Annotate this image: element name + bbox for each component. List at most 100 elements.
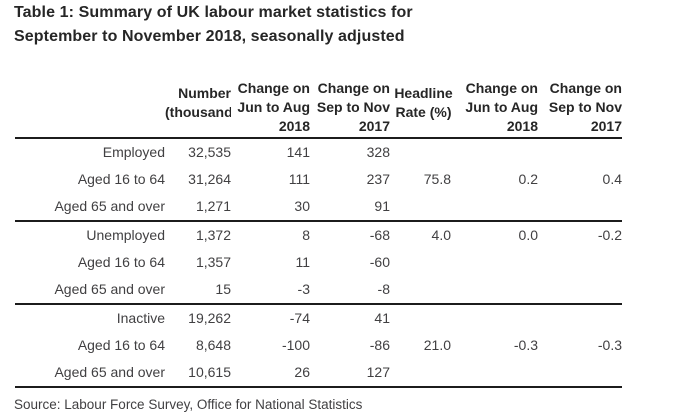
col-header-change-sep-nov-2017-rate: Change on Sep to Nov 2017 — [538, 68, 622, 139]
cell-value: 21.0 — [423, 337, 451, 353]
cell-value: 32,535 — [188, 144, 231, 160]
cell-value: -86 — [369, 337, 390, 353]
cell-value — [390, 193, 457, 222]
cell-value: -0.2 — [597, 227, 622, 243]
table-title-line1: Table 1: Summary of UK labour market sta… — [14, 4, 413, 21]
cell-value — [390, 138, 457, 166]
cell-value — [457, 138, 538, 166]
table-row: Inactive 19,262 -74 41 — [15, 304, 622, 332]
col-header-number-thousands: Number (thousands) — [165, 68, 231, 139]
cell-value: 10,615 — [165, 359, 231, 388]
table-row: Employed 32,535 141 328 — [15, 138, 622, 166]
header-line: Jun to Aug — [465, 99, 538, 115]
cell-value: -0.3 — [513, 337, 538, 353]
cell-value — [538, 193, 622, 222]
cell-value: 0.0 — [518, 227, 538, 243]
cell-value: 111 — [288, 171, 310, 187]
cell-value: 41 — [374, 310, 390, 326]
row-label: Aged 16 to 64 — [77, 337, 165, 353]
header-line: Headline — [394, 85, 453, 101]
cell-value: 8,648 — [195, 337, 231, 353]
cell-value: -0.3 — [597, 337, 622, 353]
table-row: Aged 16 to 64 1,357 11 -60 — [15, 249, 622, 276]
table-row: Aged 65 and over 10,615 26 127 — [15, 359, 622, 388]
table-row: Unemployed 1,372 8 -68 4.0 0.0 -0.2 — [15, 221, 622, 249]
cell-value — [390, 276, 457, 305]
header-line: Change on — [465, 80, 538, 96]
header-row: Number (thousands) Change on Jun to Aug … — [15, 68, 622, 139]
table-row: Aged 65 and over 1,271 30 91 — [15, 193, 622, 222]
row-label: Aged 16 to 64 — [77, 171, 165, 187]
col-header-headline-rate: Headline Rate (%) — [390, 68, 457, 139]
cell-value: -60 — [369, 254, 390, 270]
col-header-rowlabels — [15, 68, 165, 139]
cell-value: -74 — [289, 310, 310, 326]
header-line: Change on — [317, 80, 390, 96]
cell-value — [538, 249, 622, 276]
table-row: Aged 16 to 64 31,264 111 237 75.8 0.2 0.… — [15, 166, 622, 193]
section-employed: Employed 32,535 141 328 Aged 16 to 64 31… — [15, 138, 622, 222]
col-header-change-jun-aug-2018-thousands: Change on Jun to Aug 2018 — [231, 68, 310, 139]
cell-value: 30 — [231, 193, 310, 222]
cell-value — [538, 304, 622, 332]
cell-value — [457, 304, 538, 332]
cell-value: 11 — [295, 254, 310, 270]
header-line: 2018 — [278, 118, 310, 134]
cell-value: 75.8 — [423, 171, 451, 187]
cell-value: 127 — [310, 359, 390, 388]
cell-value — [538, 359, 622, 388]
table-row: Aged 16 to 64 8,648 -100 -86 21.0 -0.3 -… — [15, 332, 622, 359]
header-line: Number — [178, 85, 231, 101]
cell-value — [457, 359, 538, 388]
cell-value: 0.2 — [518, 171, 538, 187]
cell-value — [457, 276, 538, 305]
header-line: (thousands) — [165, 104, 231, 120]
table-title: Table 1: Summary of UK labour market sta… — [14, 1, 677, 49]
header-line: 2018 — [506, 118, 538, 134]
header-line: Jun to Aug — [237, 99, 310, 115]
cell-value: 26 — [231, 359, 310, 388]
row-label: Inactive — [116, 310, 165, 326]
cell-value: 4.0 — [431, 227, 451, 243]
col-header-change-sep-nov-2017-thousands: Change on Sep to Nov 2017 — [310, 68, 390, 139]
row-label: Aged 65 and over — [15, 359, 165, 388]
section-unemployed: Unemployed 1,372 8 -68 4.0 0.0 -0.2 Aged… — [15, 221, 622, 305]
cell-value: 91 — [310, 193, 390, 222]
cell-value: -8 — [310, 276, 390, 305]
cell-value: 237 — [366, 171, 390, 187]
header-line: 2017 — [590, 118, 622, 134]
cell-value: 8 — [302, 227, 310, 243]
cell-value — [390, 359, 457, 388]
cell-value — [457, 249, 538, 276]
cell-value: 1,372 — [195, 227, 231, 243]
table-header: Number (thousands) Change on Jun to Aug … — [15, 68, 622, 139]
cell-value: 328 — [366, 144, 390, 160]
cell-value: 141 — [286, 144, 310, 160]
cell-value — [538, 138, 622, 166]
cell-value: 0.4 — [602, 171, 622, 187]
cell-value — [390, 249, 457, 276]
section-inactive: Inactive 19,262 -74 41 Aged 16 to 64 8,6… — [15, 304, 622, 388]
cell-value: 31,264 — [188, 171, 231, 187]
row-label: Employed — [102, 144, 165, 160]
cell-value: 15 — [165, 276, 231, 305]
labour-market-table: Number (thousands) Change on Jun to Aug … — [15, 68, 622, 388]
row-label: Aged 16 to 64 — [77, 254, 165, 270]
col-header-change-jun-aug-2018-rate: Change on Jun to Aug 2018 — [457, 68, 538, 139]
cell-value: -68 — [369, 227, 390, 243]
table-title-line2: September to November 2018, seasonally a… — [14, 28, 405, 45]
cell-value: -100 — [281, 337, 310, 353]
row-label: Aged 65 and over — [15, 276, 165, 305]
header-line: 2017 — [358, 118, 390, 134]
cell-value — [457, 193, 538, 222]
row-label: Unemployed — [86, 227, 165, 243]
cell-value: -3 — [231, 276, 310, 305]
header-line: Rate (%) — [395, 104, 452, 120]
source-note: Source: Labour Force Survey, Office for … — [14, 397, 363, 412]
header-line: Sep to Nov — [548, 99, 622, 115]
cell-value — [390, 304, 457, 332]
header-line: Change on — [549, 80, 622, 96]
cell-value — [538, 276, 622, 305]
header-line: Change on — [237, 80, 310, 96]
